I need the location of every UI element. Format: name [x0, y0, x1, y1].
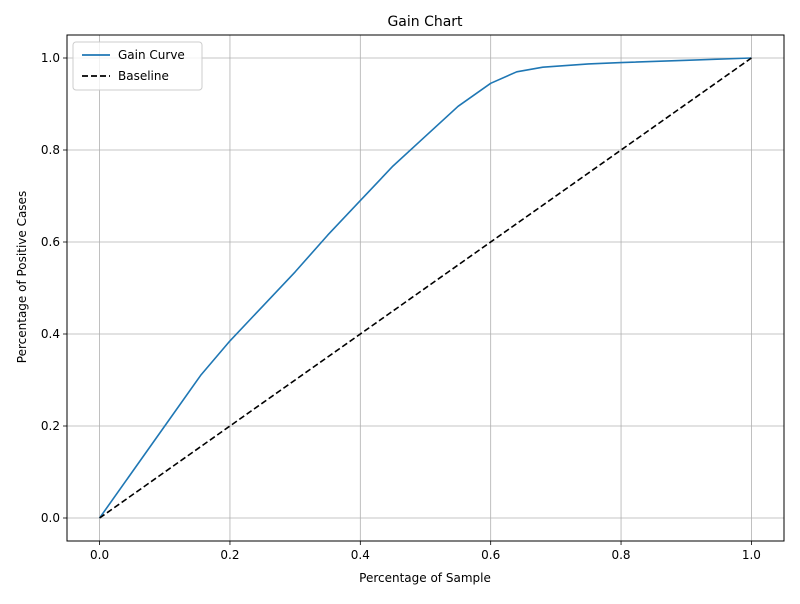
legend-label-baseline: Baseline: [118, 69, 169, 83]
x-tick-label: 0.4: [351, 548, 370, 562]
y-tick-label: 1.0: [41, 51, 60, 65]
y-axis-label: Percentage of Positive Cases: [15, 191, 29, 363]
x-tick-label: 0.8: [611, 548, 630, 562]
plot-frame: [66, 34, 785, 542]
series-line-baseline: [99, 57, 752, 519]
legend: Gain Curve Baseline: [72, 41, 203, 91]
grid: [67, 35, 784, 541]
y-tick-label: 0.6: [41, 235, 60, 249]
y-tick-label: 0.0: [41, 511, 60, 525]
x-tick-label: 0.6: [481, 548, 500, 562]
series-layer: [98, 57, 752, 519]
y-tick-label: 0.2: [41, 419, 60, 433]
x-tick-label: 0.0: [90, 548, 109, 562]
series-line-gain-curve: [98, 57, 752, 519]
y-tick-label: 0.8: [41, 143, 60, 157]
legend-frame: [72, 41, 203, 91]
x-tick-label: 0.2: [220, 548, 239, 562]
x-axis-label: Percentage of Sample: [359, 571, 491, 585]
x-tick-label: 1.0: [742, 548, 761, 562]
legend-label-gain-curve: Gain Curve: [118, 48, 185, 62]
chart-title: Gain Chart: [387, 14, 463, 30]
ticks: 0.0 0.2 0.4 0.6 0.8 1.0 0.0 0.2 0.4 0.6 0.8 1.0: [41, 51, 761, 562]
y-tick-label: 0.4: [41, 327, 60, 341]
